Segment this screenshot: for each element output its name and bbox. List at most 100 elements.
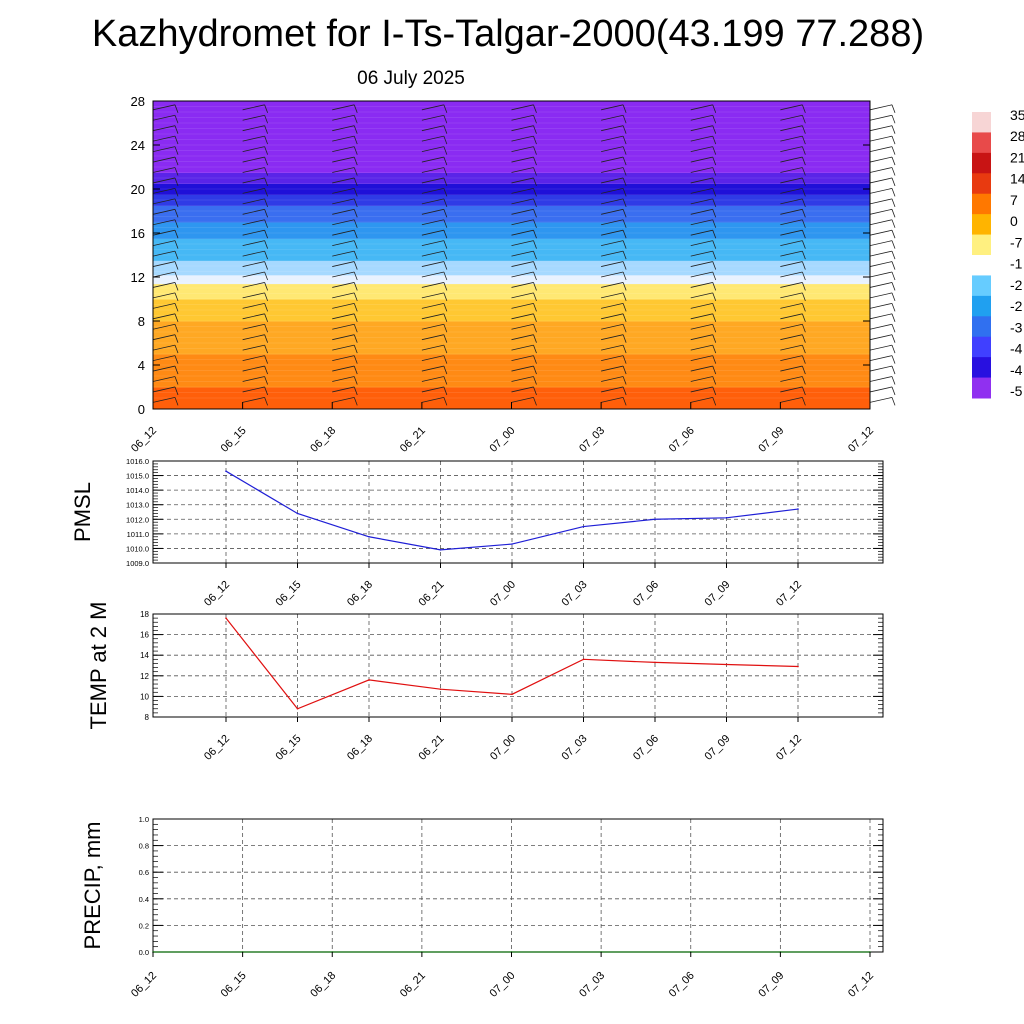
wind-barb xyxy=(152,177,176,184)
wind-barb xyxy=(511,146,534,152)
wind-barb xyxy=(421,344,444,351)
wind-barb xyxy=(152,125,176,132)
wind-barb xyxy=(152,386,176,393)
x-tick-label: 07_06 xyxy=(667,970,697,1000)
colorbar-swatch xyxy=(972,357,991,379)
wind-barb-tick xyxy=(443,324,448,333)
wind-barb-tick xyxy=(891,104,896,113)
wind-barb xyxy=(869,292,893,299)
wind-barb-tick xyxy=(622,376,627,385)
wind-barb xyxy=(332,292,355,299)
wind-barb-tick xyxy=(533,397,537,406)
wind-barb xyxy=(869,261,893,267)
x-tick-label: 07_09 xyxy=(703,579,733,609)
wind-barb-tick xyxy=(174,125,179,134)
wind-barb-tick xyxy=(533,386,537,396)
wind-barb xyxy=(869,167,893,173)
y-tick-label: 14 xyxy=(140,651,149,660)
wind-barb-tick xyxy=(622,282,627,291)
wind-barb-tick xyxy=(802,250,806,260)
wind-barb-tick xyxy=(264,282,268,291)
wind-barb xyxy=(332,271,355,278)
wind-barb-tick xyxy=(353,125,358,134)
x-tick-label: 06_18 xyxy=(345,579,375,609)
x-tick-label: 06_15 xyxy=(219,425,249,455)
wind-barb xyxy=(780,156,803,163)
wind-barb-tick xyxy=(264,365,268,375)
wind-barb-tick xyxy=(264,240,268,249)
wind-barb-tick xyxy=(174,271,179,281)
colorbar-swatch xyxy=(972,234,991,256)
x-tick-label: 07_09 xyxy=(756,425,786,455)
x-tick-label: 07_03 xyxy=(577,970,607,1000)
wind-barb xyxy=(332,219,355,226)
wind-barb xyxy=(152,229,176,236)
wind-barb-tick xyxy=(353,313,358,322)
wind-barb-tick xyxy=(891,376,896,385)
temp-point xyxy=(296,707,299,710)
wind-barb xyxy=(242,313,265,320)
wind-barb xyxy=(242,355,265,361)
wind-barb-tick xyxy=(802,303,806,312)
wind-barb-tick xyxy=(712,167,717,176)
wind-barb-tick xyxy=(353,355,358,364)
x-tick-label: 07_06 xyxy=(667,425,697,455)
wind-barb xyxy=(780,397,803,403)
wind-barb xyxy=(332,167,355,173)
wind-barb-tick xyxy=(533,230,537,239)
y-tick-label: 1015.0 xyxy=(126,472,149,481)
wind-barb-tick xyxy=(533,365,537,375)
wind-barb-tick xyxy=(622,177,627,187)
colorbar-label: -5 xyxy=(1010,383,1023,399)
wind-barb-tick xyxy=(802,386,806,396)
wind-barb xyxy=(152,104,176,111)
colorbar-label: 21 xyxy=(1010,149,1024,165)
y-tick-label: 18 xyxy=(140,610,149,619)
wind-barb-tick xyxy=(353,115,358,124)
wind-barb xyxy=(242,271,265,278)
wind-barb-tick xyxy=(443,167,448,176)
wind-barb-tick xyxy=(712,292,717,302)
wind-barb-tick xyxy=(533,355,537,364)
y-tick-label: 0.6 xyxy=(139,868,149,877)
y-tick-label: 12 xyxy=(131,270,145,285)
wind-barb-tick xyxy=(353,376,358,385)
wind-barb-tick xyxy=(712,115,717,124)
wind-barb xyxy=(869,344,893,351)
wind-barb xyxy=(332,104,355,111)
wind-barb-tick xyxy=(264,250,268,260)
wind-barb xyxy=(511,135,534,142)
wind-barb xyxy=(511,250,534,257)
wind-barb xyxy=(601,219,624,226)
colorbar-swatch xyxy=(972,336,991,358)
wind-barb-tick xyxy=(891,313,896,322)
wind-barb-tick xyxy=(533,303,537,312)
wind-barb-tick xyxy=(443,136,448,145)
wind-barb xyxy=(511,219,534,226)
wind-barb-tick xyxy=(622,209,627,218)
x-tick-label: 06_21 xyxy=(417,733,447,763)
wind-barb xyxy=(152,219,176,226)
wind-barb xyxy=(332,229,355,236)
pmsl-point xyxy=(368,535,370,538)
x-tick-label: 06_12 xyxy=(129,970,159,1000)
chart-subtitle: 06 July 2025 xyxy=(357,68,465,89)
wind-barb xyxy=(511,177,534,184)
wind-barb-tick xyxy=(622,250,627,260)
y-tick-label: 1010.0 xyxy=(126,544,149,553)
colorbar-swatch xyxy=(972,112,991,133)
pmsl-point xyxy=(439,549,442,551)
temp-point xyxy=(439,688,442,690)
wind-barb xyxy=(242,365,265,372)
wind-barb xyxy=(511,302,534,309)
x-tick-label: 07_00 xyxy=(488,970,518,1000)
wind-barb-tick xyxy=(443,303,448,312)
wind-barb-tick xyxy=(353,365,358,375)
wind-barb-tick xyxy=(622,355,627,364)
wind-barb-tick xyxy=(353,324,358,333)
wind-barb xyxy=(780,219,803,226)
y-tick-label: 0.0 xyxy=(139,948,149,957)
wind-barb xyxy=(511,104,534,111)
wind-barb xyxy=(242,344,265,351)
colorbar-label: 0 xyxy=(1010,213,1018,229)
